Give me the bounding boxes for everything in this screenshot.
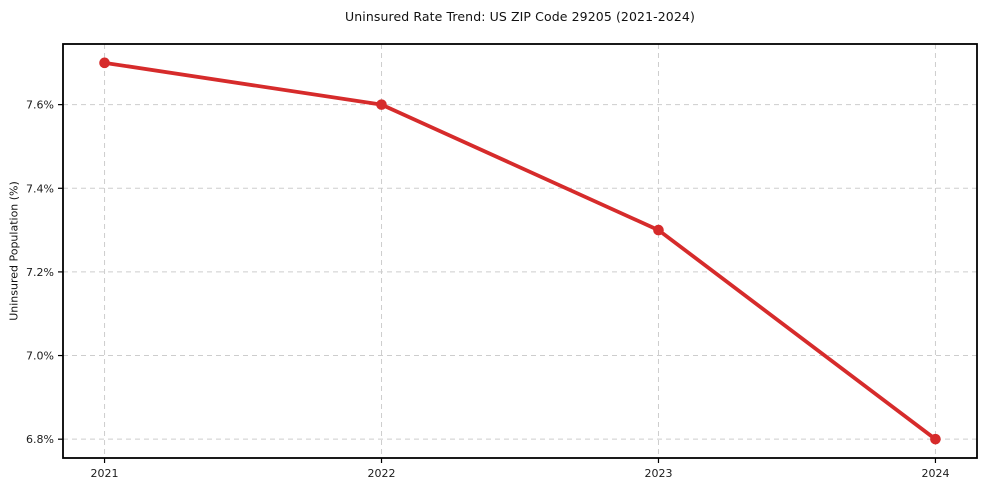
y-tick-label: 7.4%: [26, 182, 54, 195]
data-point-marker: [930, 433, 941, 445]
chart-title: Uninsured Rate Trend: US ZIP Code 29205 …: [345, 9, 695, 24]
data-point-marker: [99, 57, 110, 69]
y-tick-label: 7.6%: [26, 99, 54, 112]
x-tick-label: 2021: [91, 467, 119, 480]
data-point-marker: [653, 224, 664, 236]
y-tick-label: 7.0%: [26, 350, 54, 363]
x-tick-label: 2022: [368, 467, 396, 480]
plot-border: [62, 43, 978, 459]
y-tick-label: 7.2%: [26, 266, 54, 279]
x-tick-label: 2023: [644, 467, 672, 480]
x-tick-label: 2024: [921, 467, 949, 480]
y-tick-label: 6.8%: [26, 433, 54, 446]
trend-line: [102, 60, 938, 442]
data-point-marker: [376, 99, 387, 110]
